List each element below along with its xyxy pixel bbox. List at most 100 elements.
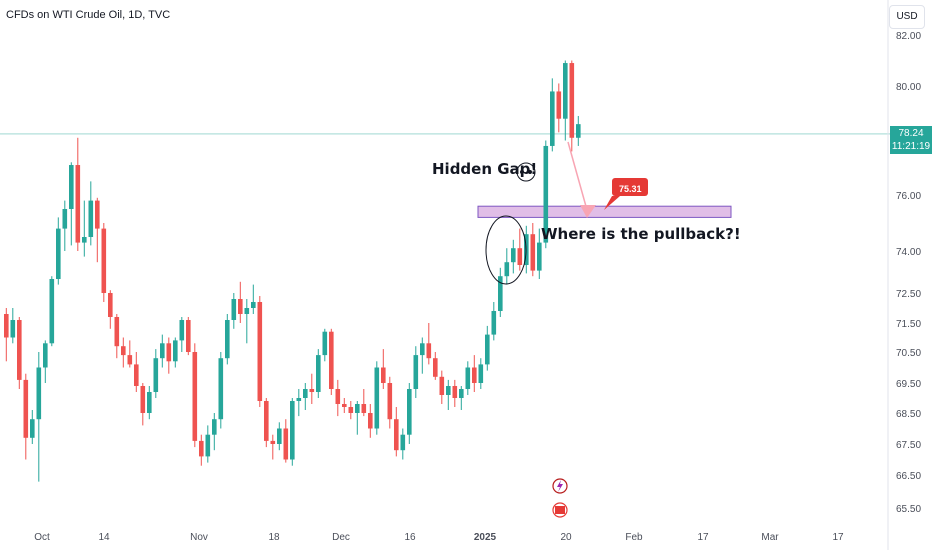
x-tick-label: Oct [34,532,50,543]
y-tick-label: 74.00 [896,247,921,258]
candle-body [238,299,243,314]
candle-body [75,165,81,243]
candle-body [465,367,471,389]
candle-body [30,419,35,438]
candle-body [257,302,263,401]
target-price-badge-tail [604,196,620,210]
candle-body [153,358,159,392]
candle-body [361,404,367,413]
candle-body [49,279,55,344]
candle-body [335,389,341,404]
candle-body [166,343,172,362]
candle-body [550,91,555,146]
candle-body [498,276,503,311]
candle-body [530,234,536,271]
candle-body [420,343,425,356]
candle-body [569,63,575,138]
y-tick-label: 69.50 [896,379,921,390]
candle-body [413,355,419,389]
candle-body [309,389,315,392]
candle-body [426,343,432,359]
y-tick-label: 66.50 [896,471,921,482]
x-tick-label: Nov [190,532,208,543]
candle-body [381,367,386,383]
candle-body [244,308,250,314]
x-tick-label: Feb [625,532,643,543]
currency-selector[interactable]: USD [889,5,925,29]
candle-body [251,302,256,308]
candle-body [283,428,289,460]
candle-body [218,358,224,420]
y-tick-label: 72.50 [896,289,921,300]
candle-body [140,386,146,413]
support-zone [477,205,732,218]
candle-body [556,91,562,119]
candle-body [36,367,42,420]
pullback-label: Where is the pullback?! [541,225,741,243]
candle-body [439,376,445,395]
candle-body [95,200,100,229]
candle-body [264,401,269,441]
candle-body [478,364,484,383]
candle-body [277,428,282,444]
y-tick-label: 67.50 [896,440,921,451]
candle-body [563,63,568,119]
pullback-arrow-head [580,205,596,218]
consolidation-circle [485,215,527,285]
candle-body [225,320,230,359]
candle-body [387,383,393,420]
countdown-timer: 11:21:19 [891,141,931,152]
x-tick-label: 20 [560,532,572,543]
hidden-gap-label: Hidden Gap! [432,160,538,178]
candle-body [127,355,133,365]
candle-body [517,248,523,265]
x-tick-label: Mar [761,532,779,543]
candle-body [23,379,29,438]
candle-body [355,404,360,413]
y-tick-label: 76.00 [896,191,921,202]
candle-body [270,440,276,444]
eyes-icon-left [520,170,524,174]
candle-body [322,331,328,356]
candle-body [147,392,152,413]
candle-body [485,334,490,365]
x-tick-label: 16 [404,532,416,543]
candle-body [342,404,347,407]
candle-body [231,299,237,320]
pullback-arrow-line [567,141,588,211]
eyes-icon [516,162,536,182]
y-tick-label: 65.50 [896,504,921,515]
chart-title: CFDs on WTI Crude Oil, 1D, TVC [6,9,171,21]
candle-body [56,228,61,279]
candle-body [212,419,217,435]
candle-body [303,389,308,398]
x-tick-label: 18 [268,532,280,543]
candle-body [433,358,438,377]
candle-body [17,320,22,380]
candle-body [511,248,516,263]
x-tick-label: 14 [98,532,110,543]
x-tick-label: 17 [697,532,709,543]
candle-body [108,293,113,317]
candle-body [537,242,542,271]
y-tick-label: 71.50 [896,319,921,330]
candle-body [134,364,139,386]
candle-body [446,386,451,395]
candle-body [43,343,48,368]
candle-body [504,262,510,277]
y-tick-label: 80.00 [896,82,921,93]
candle-body [62,209,68,229]
last-price-tag: 78.24 11:21:19 [890,126,932,154]
candle-body [407,389,412,435]
candle-body [121,346,126,356]
candle-body [186,320,191,352]
candle-body [173,340,178,362]
candle-body [452,386,458,398]
candle-body [205,434,211,457]
candle-body [179,320,185,341]
y-tick-label: 68.50 [896,409,921,420]
x-tick-label: 2025 [474,532,497,543]
candle-body [192,352,198,441]
us-flag-glyph-icon [555,506,565,514]
